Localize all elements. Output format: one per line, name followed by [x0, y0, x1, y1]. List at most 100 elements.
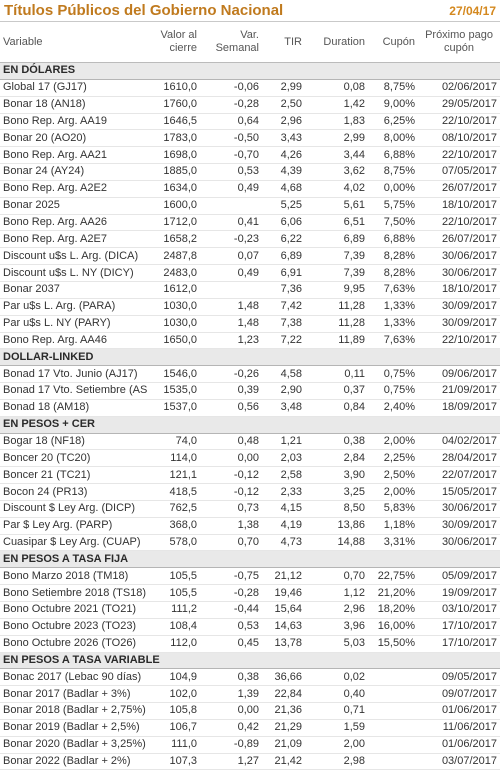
- cell: Par u$s L. NY (PARY): [0, 315, 150, 333]
- cell: 8,75%: [368, 79, 418, 97]
- cell: Bonar 18 (AN18): [0, 96, 150, 114]
- cell: 7,63%: [368, 281, 418, 299]
- cell: 0,70: [200, 534, 262, 552]
- cell: 5,75%: [368, 197, 418, 215]
- cell: -0,23: [200, 230, 262, 249]
- data-row: Par u$s L. NY (PARY) 1030,0 1,48 7,38 11,28 1…: [0, 315, 500, 333]
- cell: Bonad 17 Vto. Setiembre (AS: [0, 382, 150, 400]
- cell: -0,50: [200, 129, 262, 148]
- cell: 15,50%: [368, 635, 418, 653]
- cell: -0,70: [200, 146, 262, 165]
- column-header: TIR: [262, 22, 305, 63]
- cell: 09/06/2017: [418, 365, 500, 384]
- section-row: EN DÓLARES: [0, 62, 500, 80]
- cell: 1,48: [200, 298, 262, 316]
- cell: -0,89: [200, 736, 262, 754]
- cell: 0,00: [200, 449, 262, 468]
- cell: 14,88: [305, 534, 368, 552]
- data-row: Bono Rep. Arg. A2E2 1634,0 0,49 4,68 4,02 0,0…: [0, 180, 500, 198]
- cell: 112,0: [150, 635, 200, 653]
- cell: 74,0: [150, 433, 200, 451]
- cell: 0,70: [305, 567, 368, 586]
- cell: 0,00: [200, 702, 262, 720]
- cell: -0,26: [200, 365, 262, 384]
- data-row: Bonar 2037 1612,0 7,36 9,95 7,63% 18/10/2017: [0, 281, 500, 299]
- data-row: Cuasipar $ Ley Arg. (CUAP) 578,0 0,70 4,73 1…: [0, 534, 500, 552]
- data-row: Bono Setiembre 2018 (TS18) 105,5 -0,28 19,4…: [0, 584, 500, 602]
- cell: 1612,0: [150, 281, 200, 299]
- cell: 1712,0: [150, 214, 200, 232]
- data-row: Boncer 20 (TC20) 114,0 0,00 2,03 2,84 2,25% 28…: [0, 449, 500, 468]
- cell: 09/07/2017: [418, 685, 500, 704]
- cell: 11,89: [305, 332, 368, 350]
- data-row: Bono Octubre 2023 (TO23) 108,4 0,53 14,63 3,…: [0, 618, 500, 636]
- cell: Bono Rep. Arg. AA46: [0, 332, 150, 350]
- data-row: Bonar 2017 (Badlar + 3%) 102,0 1,39 22,84 0,…: [0, 685, 500, 704]
- cell: 18/09/2017: [418, 399, 500, 417]
- cell: 0,38: [200, 668, 262, 687]
- cell: 30/06/2017: [418, 264, 500, 282]
- cell: 0,53: [200, 163, 262, 181]
- cell: 28/04/2017: [418, 449, 500, 468]
- cell: 2,00: [305, 736, 368, 754]
- cell: 0,45: [200, 635, 262, 653]
- cell: 19,46: [262, 584, 305, 602]
- cell: 18,20%: [368, 601, 418, 619]
- cell: 4,26: [262, 146, 305, 165]
- data-row: Bono Marzo 2018 (TM18) 105,5 -0,75 21,12 0,7…: [0, 567, 500, 586]
- cell: 15/05/2017: [418, 483, 500, 501]
- cell: 2487,8: [150, 247, 200, 266]
- empty-cell: [368, 719, 418, 737]
- cell: 1610,0: [150, 79, 200, 97]
- empty-cell: [200, 197, 262, 215]
- cell: 04/02/2017: [418, 433, 500, 451]
- cell: 2,98: [305, 753, 368, 771]
- data-row: Par $ Ley Arg. (PARP) 368,0 1,38 4,19 13,86 1…: [0, 517, 500, 535]
- cell: 111,2: [150, 601, 200, 619]
- section-row: DOLLAR-LINKED: [0, 348, 500, 367]
- cell: 3,25: [305, 483, 368, 501]
- cell: 01/06/2017: [418, 702, 500, 720]
- cell: 03/07/2017: [418, 753, 500, 771]
- cell: 08/10/2017: [418, 129, 500, 148]
- data-row: Bono Rep. Arg. AA46 1650,0 1,23 7,22 11,89 7,…: [0, 332, 500, 350]
- cell: 2,96: [262, 113, 305, 131]
- cell: 0,07: [200, 247, 262, 266]
- cell: 418,5: [150, 483, 200, 501]
- cell: 1,48: [200, 315, 262, 333]
- cell: 7,39: [305, 247, 368, 266]
- cell: -0,12: [200, 466, 262, 485]
- section-row: EN PESOS A TASA VARIABLE: [0, 651, 500, 670]
- cell: Boncer 20 (TC20): [0, 449, 150, 468]
- cell: Discount u$s L. Arg. (DICA): [0, 247, 150, 266]
- cell: Bonad 18 (AM18): [0, 399, 150, 417]
- section-row: EN PESOS + CER: [0, 415, 500, 434]
- data-row: Bocon 24 (PR13) 418,5 -0,12 2,33 3,25 2,00% 15…: [0, 483, 500, 501]
- cell: 05/09/2017: [418, 567, 500, 586]
- date: 27/04/17: [449, 3, 496, 18]
- cell: 8,28%: [368, 247, 418, 266]
- cell: 30/06/2017: [418, 534, 500, 552]
- cell: 1,33%: [368, 298, 418, 316]
- cell: 22/07/2017: [418, 466, 500, 485]
- empty-cell: [368, 702, 418, 720]
- cell: 6,51: [305, 214, 368, 232]
- data-row: Bono Octubre 2021 (TO21) 111,2 -0,44 15,64 2…: [0, 601, 500, 619]
- cell: 5,83%: [368, 500, 418, 518]
- data-row: Bonad 18 (AM18) 1537,0 0,56 3,48 0,84 2,40% 18…: [0, 399, 500, 417]
- cell: 8,00%: [368, 129, 418, 148]
- cell: 1760,0: [150, 96, 200, 114]
- cell: 21,42: [262, 753, 305, 771]
- cell: 3,62: [305, 163, 368, 181]
- cell: 1,39: [200, 685, 262, 704]
- cell: 1,18%: [368, 517, 418, 535]
- cell: 1,27: [200, 753, 262, 771]
- data-row: Bonar 24 (AY24) 1885,0 0,53 4,39 3,62 8,75% 07…: [0, 163, 500, 181]
- data-row: Par u$s L. Arg. (PARA) 1030,0 1,48 7,42 11,2…: [0, 298, 500, 316]
- cell: 0,49: [200, 264, 262, 282]
- cell: 13,78: [262, 635, 305, 653]
- cell: Bonar 2020 (Badlar + 3,25%): [0, 736, 150, 754]
- cell: 108,4: [150, 618, 200, 636]
- cell: 3,43: [262, 129, 305, 148]
- cell: 2,50: [262, 96, 305, 114]
